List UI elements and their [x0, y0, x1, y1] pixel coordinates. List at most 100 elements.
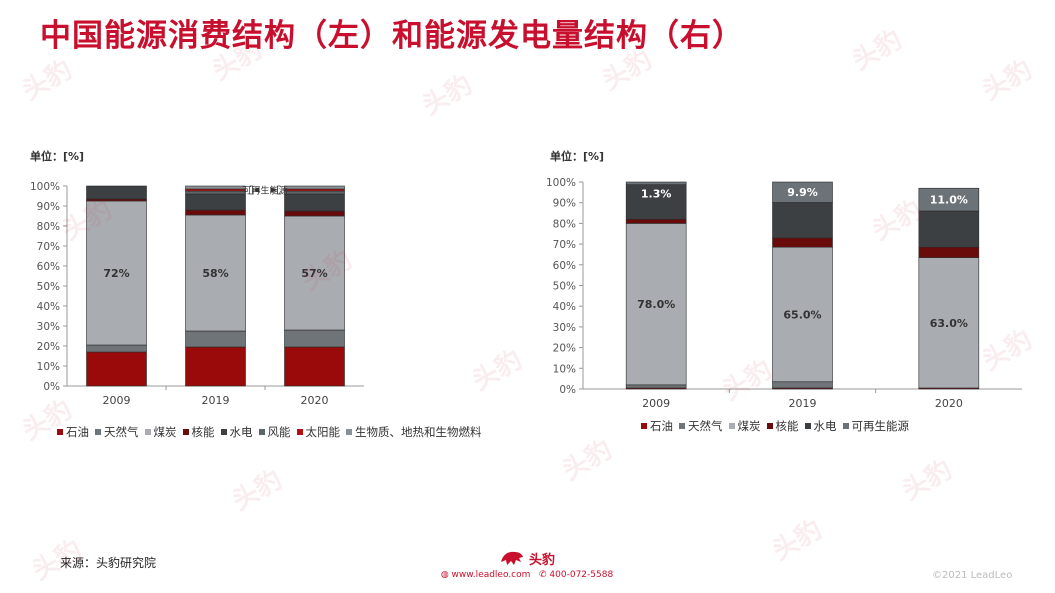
legend-swatch [842, 423, 849, 429]
legend-item: 石油 [641, 418, 673, 434]
bar-segment [625, 218, 687, 224]
globe-icon: ◍ [440, 570, 449, 580]
data-label: 65.0% [783, 308, 821, 321]
legend-item: 核能 [182, 424, 215, 440]
data-label: 57% [301, 267, 327, 280]
data-label: 11.0% [930, 194, 968, 207]
legend-item: 石油 [57, 424, 89, 440]
logo-text: 头豹 [528, 552, 555, 568]
y-tick-label: 0% [43, 381, 60, 393]
data-label: 1.3% [641, 187, 672, 200]
legend-item: 天然气 [679, 418, 723, 434]
legend-label: 风能 [267, 425, 291, 439]
legend-label: 核能 [191, 425, 215, 439]
legend-swatch [182, 429, 189, 435]
data-label: 9.9% [787, 186, 818, 199]
legend-swatch [296, 429, 303, 435]
bar-segment [625, 384, 687, 389]
bar-segment [772, 381, 833, 389]
x-category-label: 2020 [301, 394, 329, 407]
legend-swatch [728, 423, 735, 429]
bar-segment [185, 346, 246, 387]
data-label: 63.0% [930, 317, 968, 330]
y-tick-label: 90% [553, 198, 576, 210]
y-tick-label: 40% [37, 301, 60, 313]
left-chart-legend: 石油 天然气 煤炭 核能 水电 风能 太阳能 生物质、地热和生物燃料 [57, 424, 482, 440]
y-tick-label: 80% [553, 218, 576, 230]
leopard-logo-icon [500, 551, 523, 565]
contact-line: ◍ www.leadleo.com ✆ 400-072-5588 [437, 570, 617, 580]
bar-segment [772, 237, 833, 248]
legend-item: 风能 [258, 424, 291, 440]
bar-segment [918, 187, 980, 212]
bar-segment [86, 351, 147, 387]
bar-segment [625, 184, 687, 220]
legend-swatch [57, 429, 63, 435]
bar-segment [918, 257, 980, 389]
annotation-arrow-right [270, 187, 277, 193]
legend-label: 煤炭 [153, 425, 177, 439]
data-label: 58% [202, 267, 228, 280]
data-label: 78.0% [637, 298, 675, 311]
legend-item: 水电 [220, 424, 253, 440]
y-tick-label: 10% [553, 363, 576, 375]
bar-segment [625, 181, 687, 185]
y-tick-label: 50% [37, 281, 60, 293]
bar-segment [284, 215, 345, 331]
y-tick-label: 30% [553, 322, 576, 334]
legend-item: 水电 [804, 418, 837, 434]
y-tick-label: 60% [37, 261, 60, 273]
x-category-label: 2020 [935, 397, 963, 410]
legend-item: 太阳能 [296, 424, 341, 440]
bar-segment [772, 202, 833, 239]
website-link[interactable]: www.leadleo.com [451, 570, 531, 580]
y-tick-label: 20% [553, 343, 576, 355]
legend-label: 天然气 [688, 419, 723, 433]
x-category-label: 2009 [642, 397, 670, 410]
bar-segment [772, 181, 833, 203]
phone-icon: ✆ [539, 570, 547, 580]
legend-label: 石油 [650, 419, 673, 433]
bar-segment [284, 185, 345, 190]
bar-segment [625, 223, 687, 386]
legend-swatch [95, 429, 101, 435]
y-tick-label: 100% [546, 177, 576, 189]
legend-label: 核能 [775, 419, 799, 433]
y-tick-label: 20% [37, 341, 60, 353]
legend-swatch [804, 423, 811, 429]
y-tick-label: 0% [559, 384, 576, 396]
y-tick-label: 100% [30, 181, 60, 193]
legend-swatch [220, 429, 227, 435]
phone-number: 400-072-5588 [549, 570, 614, 580]
y-tick-label: 80% [37, 221, 60, 233]
legend-label: 太阳能 [305, 425, 341, 439]
unit-label: 单位：[%] [30, 149, 84, 163]
right-chart-legend: 石油 天然气 煤炭 核能 水电 可再生能源 [641, 418, 909, 434]
data-label: 72% [103, 267, 129, 280]
y-tick-label: 10% [37, 361, 60, 373]
y-tick-label: 60% [553, 260, 576, 272]
legend-item: 煤炭 [728, 418, 761, 434]
bar-segment [86, 185, 147, 200]
y-tick-label: 50% [553, 281, 576, 293]
legend-item: 核能 [766, 418, 799, 434]
legend-swatch [641, 423, 647, 429]
bar-segment [185, 214, 246, 332]
y-tick-label: 70% [37, 241, 60, 253]
footer-brand: 头豹 ◍ www.leadleo.com ✆ 400-072-5588 [437, 548, 617, 580]
legend-swatch [766, 423, 773, 429]
legend-label: 煤炭 [737, 419, 761, 433]
legend-label: 水电 [813, 419, 837, 433]
legend-item: 煤炭 [144, 424, 177, 440]
legend-item: 生物质、地热和生物燃料 [346, 424, 482, 440]
source-note: 来源：头豹研究院 [60, 556, 157, 570]
copyright: ©2021 LeadLeo [932, 570, 1013, 581]
legend-swatch [679, 423, 685, 429]
bar-segment [284, 346, 345, 387]
x-category-label: 2009 [103, 394, 131, 407]
y-tick-label: 30% [37, 321, 60, 333]
unit-label: 单位：[%] [550, 149, 604, 163]
legend-swatch [258, 429, 265, 435]
